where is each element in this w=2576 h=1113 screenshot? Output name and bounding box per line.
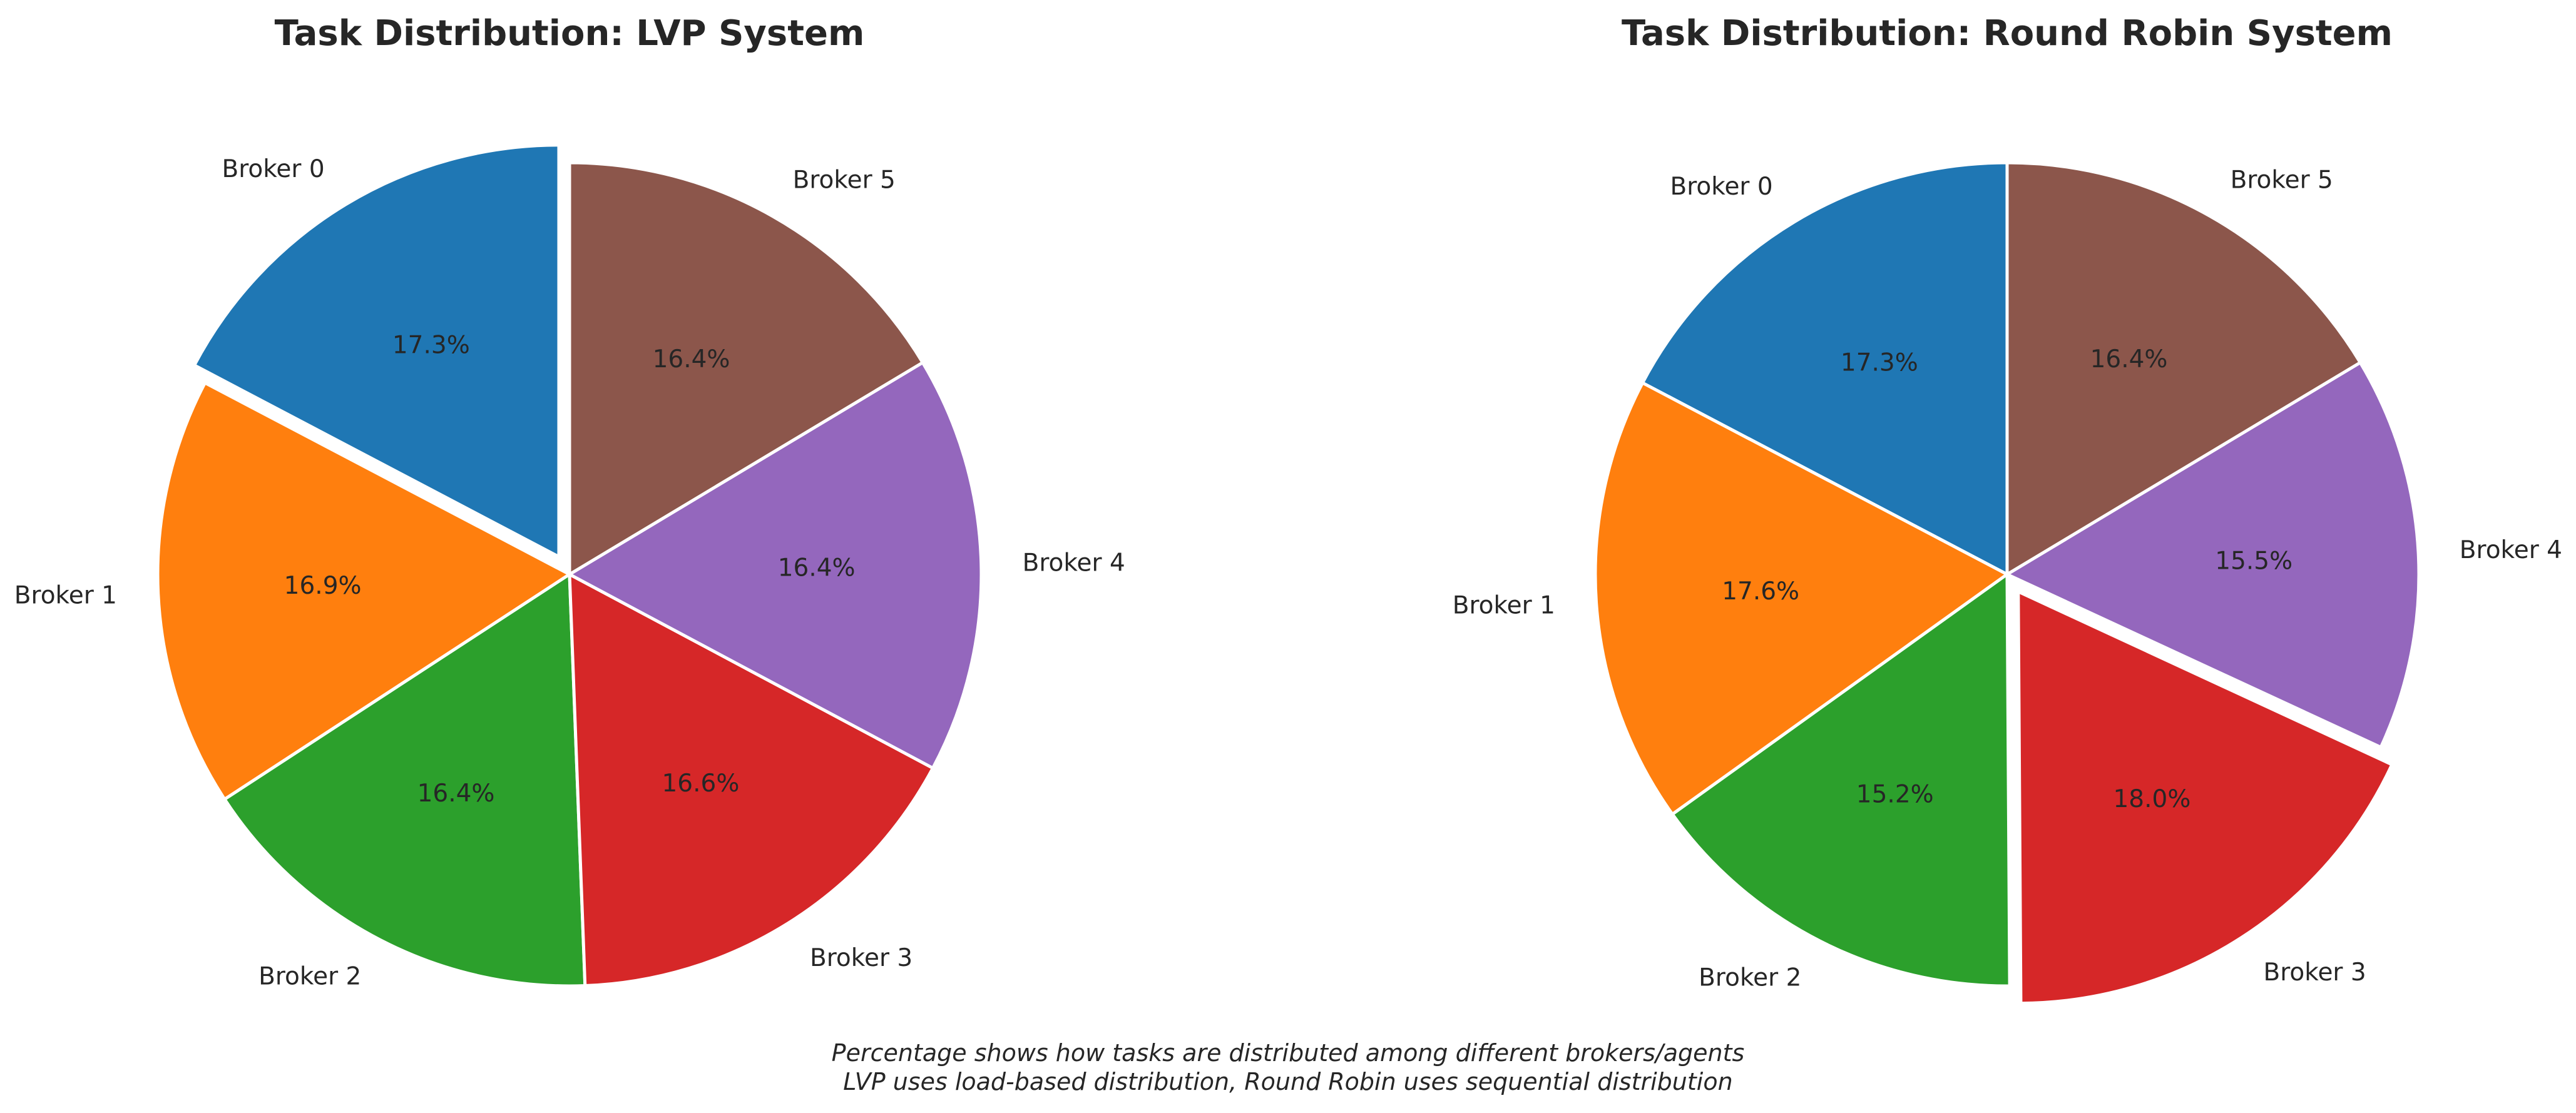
slice-label-lvp-broker-3: Broker 3 (810, 944, 912, 972)
pct-label-lvp-broker-5: 16.4% (653, 345, 730, 374)
pie-slice-lvp-broker-0 (193, 143, 561, 559)
pie-slice-round-robin-broker-0 (1641, 161, 2009, 576)
caption-line-2: LVP uses load-based distribution, Round … (843, 1068, 1733, 1095)
pct-label-lvp-broker-0: 17.3% (392, 331, 470, 359)
pct-label-round-robin-broker-0: 17.3% (1841, 349, 1918, 377)
slice-label-lvp-broker-2: Broker 2 (258, 962, 361, 990)
caption-line-1: Percentage shows how tasks are distribut… (831, 1039, 1745, 1067)
pct-label-round-robin-broker-4: 15.5% (2215, 547, 2292, 575)
pct-label-lvp-broker-1: 16.9% (284, 572, 362, 600)
pie-chart-round-robin: Task Distribution: Round Robin System 17… (1453, 13, 2562, 1005)
slice-label-round-robin-broker-0: Broker 0 (1670, 173, 1772, 201)
pie-slice-round-robin-broker-1 (1593, 381, 2009, 816)
pct-label-round-robin-broker-2: 15.2% (1856, 780, 1934, 808)
slice-label-round-robin-broker-2: Broker 2 (1699, 963, 1801, 992)
pie-slice-round-robin-broker-3 (2016, 590, 2394, 1005)
slice-label-round-robin-broker-1: Broker 1 (1453, 591, 1555, 619)
pie-labels-round-robin: 17.3% Broker 0 17.6% Broker 1 15.2% Broker 2 1… (1453, 166, 2562, 992)
pie-slice-round-robin-broker-5 (2005, 161, 2362, 576)
pie-slices-round-robin (1593, 161, 2421, 1005)
chart-title-lvp: Task Distribution: LVP System (275, 13, 865, 54)
pie-slice-lvp-broker-3 (568, 572, 935, 988)
pct-label-round-robin-broker-1: 17.6% (1722, 577, 1799, 606)
slice-label-round-robin-broker-3: Broker 3 (2263, 958, 2366, 987)
slice-label-lvp-broker-0: Broker 0 (222, 155, 324, 183)
pie-slice-lvp-broker-1 (156, 381, 571, 801)
pie-slice-lvp-broker-2 (223, 572, 587, 988)
pct-label-round-robin-broker-5: 16.4% (2090, 345, 2168, 374)
pct-label-round-robin-broker-3: 18.0% (2113, 785, 2190, 813)
pie-chart-lvp: Task Distribution: LVP System 17.3% Broke… (14, 13, 1125, 990)
slice-label-round-robin-broker-4: Broker 4 (2460, 536, 2562, 564)
slice-label-lvp-broker-5: Broker 5 (793, 166, 896, 195)
pct-label-lvp-broker-3: 16.6% (662, 770, 739, 798)
pie-slice-lvp-broker-5 (568, 161, 924, 576)
pie-slice-round-robin-broker-4 (2005, 360, 2421, 749)
slice-label-lvp-broker-1: Broker 1 (14, 582, 117, 610)
pct-label-lvp-broker-2: 16.4% (417, 780, 495, 808)
pie-slice-lvp-broker-4 (568, 360, 983, 770)
pct-label-lvp-broker-4: 16.4% (778, 554, 856, 582)
slice-label-round-robin-broker-5: Broker 5 (2231, 166, 2333, 195)
chart-title-round-robin: Task Distribution: Round Robin System (1622, 13, 2393, 54)
pie-slices-lvp (156, 143, 983, 988)
pie-slice-round-robin-broker-2 (1670, 572, 2011, 988)
slice-label-lvp-broker-4: Broker 4 (1023, 549, 1125, 577)
pie-labels-lvp: 17.3% Broker 0 16.9% Broker 1 16.4% Broker 2 1… (14, 155, 1125, 990)
